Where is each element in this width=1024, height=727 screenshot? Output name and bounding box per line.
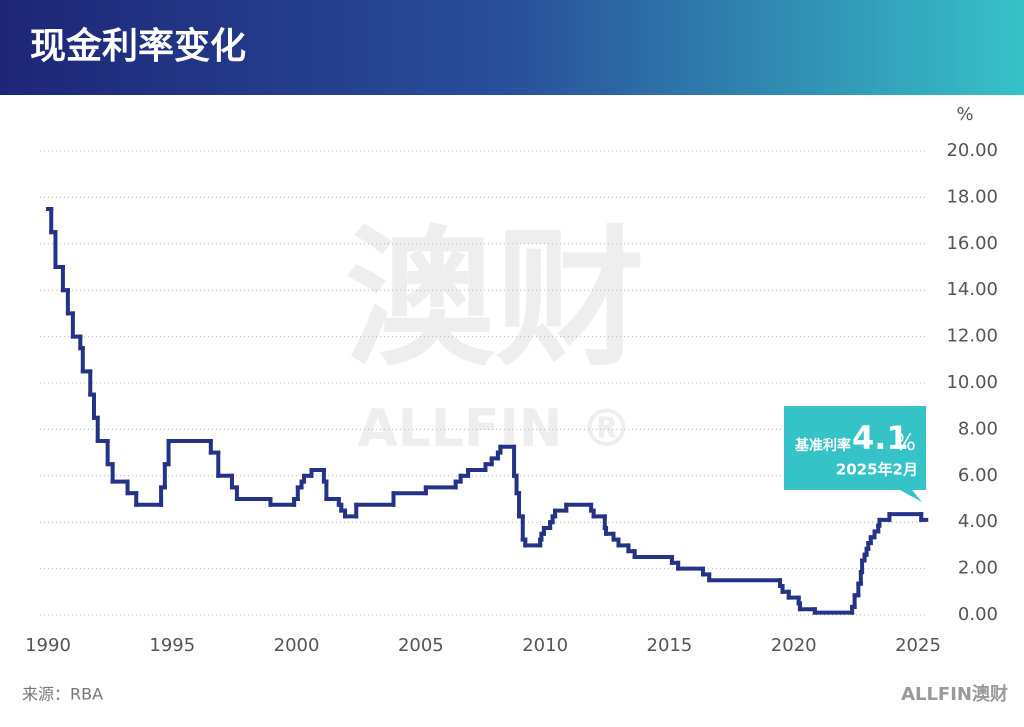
watermark-text: ALLFIN ® bbox=[357, 399, 632, 459]
y-tick-label: 6.00 bbox=[958, 465, 998, 486]
y-tick-label: 18.00 bbox=[946, 186, 998, 207]
header-bar bbox=[0, 0, 1024, 95]
y-tick-label: 8.00 bbox=[958, 418, 998, 439]
annotation: 基准利率 4.1 % 2025年2月 bbox=[784, 406, 926, 502]
x-tick-label: 2005 bbox=[398, 635, 444, 656]
y-tick-label: 16.00 bbox=[946, 233, 998, 254]
annotation-unit: % bbox=[895, 431, 916, 456]
x-tick-label: 2015 bbox=[647, 635, 693, 656]
annotation-label: 基准利率 bbox=[795, 437, 851, 454]
watermark-logo: 澳财 bbox=[345, 213, 645, 387]
annotation-date: 2025年2月 bbox=[836, 461, 918, 479]
x-tick-label: 1995 bbox=[149, 635, 195, 656]
y-tick-label: 14.00 bbox=[946, 279, 998, 300]
annotation-value: 4.1 bbox=[852, 419, 909, 457]
y-unit: % bbox=[956, 104, 973, 125]
y-tick-label: 10.00 bbox=[946, 372, 998, 393]
y-tick-label: 4.00 bbox=[958, 511, 998, 532]
x-tick-label: 2020 bbox=[771, 635, 817, 656]
source: 来源：RBA bbox=[22, 685, 103, 704]
x-tick-label: 2010 bbox=[522, 635, 568, 656]
annotation-box bbox=[784, 406, 926, 502]
y-tick-label: 0.00 bbox=[958, 604, 998, 625]
x-tick-label: 1990 bbox=[25, 635, 71, 656]
y-tick-label: 20.00 bbox=[946, 140, 998, 161]
y-tick-label: 2.00 bbox=[958, 558, 998, 579]
brand: ALLFIN澳财 bbox=[901, 683, 1008, 705]
x-tick-label: 2000 bbox=[274, 635, 320, 656]
watermark: 澳财 ALLFIN ® bbox=[345, 213, 645, 459]
chart-title: 现金利率变化 bbox=[30, 25, 246, 67]
x-tick-label: 2025 bbox=[895, 635, 941, 656]
y-tick-label: 12.00 bbox=[946, 326, 998, 347]
plot-area: 0.00 2.00 4.00 6.00 8.00 10.00 12.00 14.00 16.00… bbox=[25, 140, 998, 656]
